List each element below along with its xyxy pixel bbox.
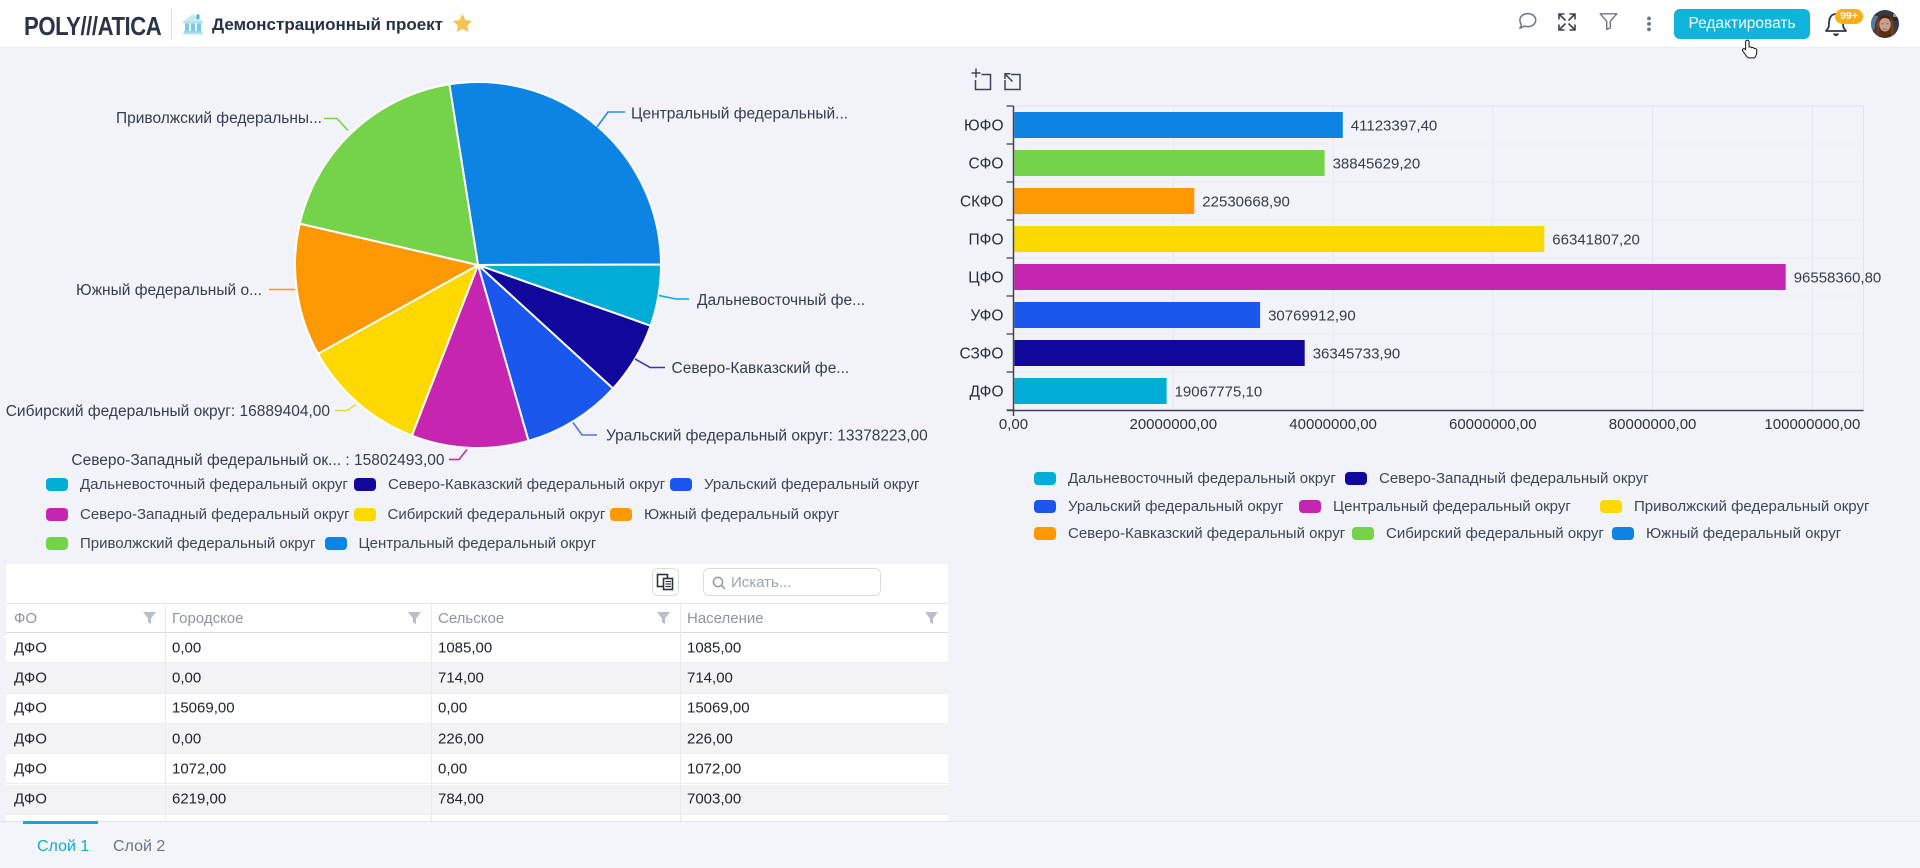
- svg-text:Южный федеральный о...: Южный федеральный о...: [76, 282, 262, 299]
- svg-text:0,00: 0,00: [999, 416, 1028, 433]
- svg-text:38845629,20: 38845629,20: [1333, 156, 1421, 173]
- svg-text:20000000,00: 20000000,00: [1130, 416, 1218, 433]
- svg-text:60000000,00: 60000000,00: [1449, 416, 1537, 433]
- svg-text:Северо-Кавказский фе...: Северо-Кавказский фе...: [672, 360, 850, 377]
- svg-text:41123397,40: 41123397,40: [1351, 118, 1437, 135]
- svg-text:УФО: УФО: [970, 308, 1003, 325]
- svg-text:СЗФО: СЗФО: [960, 346, 1004, 363]
- svg-text:100000000,00: 100000000,00: [1764, 416, 1860, 433]
- svg-text:Северо-Западный федеральный ок: Северо-Западный федеральный ок... : 1580…: [71, 452, 444, 469]
- svg-text:22530668,90: 22530668,90: [1202, 194, 1290, 211]
- svg-text:СФО: СФО: [968, 156, 1003, 173]
- svg-text:66341807,20: 66341807,20: [1552, 232, 1640, 249]
- svg-text:Дальневосточный фе...: Дальневосточный фе...: [697, 292, 865, 309]
- svg-text:80000000,00: 80000000,00: [1609, 416, 1697, 433]
- svg-text:Приволжский федеральны...: Приволжский федеральны...: [116, 110, 322, 127]
- svg-text:ПФО: ПФО: [969, 232, 1004, 249]
- svg-text:Уральский федеральный округ: 1: Уральский федеральный округ: 13378223,00: [606, 428, 928, 445]
- svg-text:ЦФО: ЦФО: [968, 270, 1003, 287]
- svg-text:19067775,10: 19067775,10: [1175, 384, 1263, 401]
- svg-text:ЮФО: ЮФО: [964, 118, 1004, 135]
- svg-text:40000000,00: 40000000,00: [1289, 416, 1377, 433]
- svg-text:ДФО: ДФО: [970, 384, 1004, 401]
- svg-text:30769912,90: 30769912,90: [1268, 308, 1356, 325]
- svg-text:36345733,90: 36345733,90: [1313, 346, 1401, 363]
- svg-text:СКФО: СКФО: [960, 194, 1004, 211]
- svg-text:Сибирский федеральный округ: 1: Сибирский федеральный округ: 16889404,00: [6, 403, 331, 420]
- svg-text:Центральный федеральный...: Центральный федеральный...: [631, 106, 848, 123]
- svg-text:96558360,80: 96558360,80: [1794, 270, 1882, 287]
